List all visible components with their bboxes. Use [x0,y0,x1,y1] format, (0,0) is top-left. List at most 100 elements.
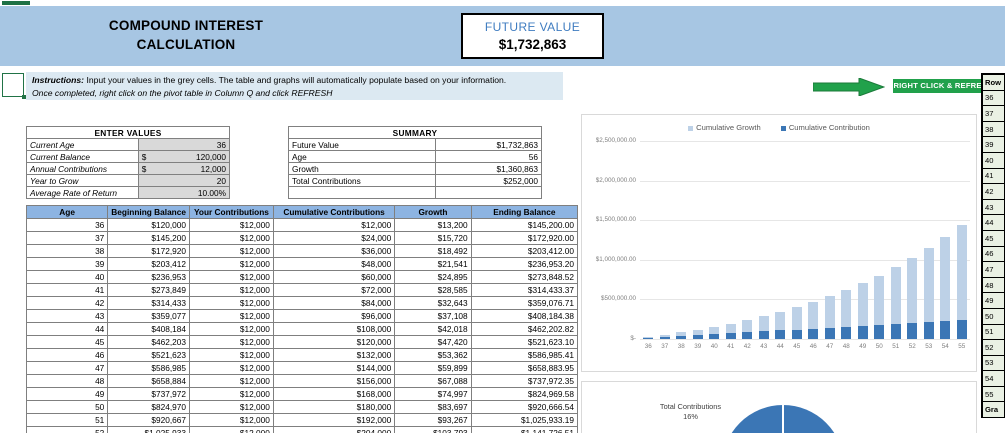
table-row[interactable]: 52 $1,025,933 $12,000 $204,000 $103,793 $1,14… [25,426,579,433]
pivot-row: 55 [982,386,1005,403]
table-cell: $144,000 [272,361,396,375]
bar-segment-cumulative-contribution [742,332,753,339]
chart-bar [808,302,819,339]
pivot-row: 37 [982,105,1005,122]
pivot-row: 36 [982,90,1005,107]
bar-segment-cumulative-contribution [923,321,934,339]
chart-bar [940,236,951,339]
right-click-refresh-button[interactable]: RIGHT CLICK & REFRESH [893,79,993,93]
pivot-row-value: 52 [982,339,1005,356]
enter-values-input[interactable]: 36 [137,138,231,151]
table-row[interactable]: 45 $462,203 $12,000 $120,000 $47,420 $521,623… [25,335,579,349]
summary-table: SUMMARY Future Value $1,732,863 Age 56 G… [287,126,542,199]
cumulative-growth-bar-chart[interactable]: Cumulative Growth Cumulative Contributio… [581,114,977,372]
table-row[interactable]: 38 $172,920 $12,000 $36,000 $18,492 $203,412.… [25,244,579,258]
x-axis-tick-label: 44 [776,343,784,350]
legend-item-cumulative-contribution: Cumulative Contribution [780,123,870,132]
enter-values-input[interactable]: 10.00% [137,186,231,199]
table-cell: 48 [25,374,109,388]
selected-cell[interactable] [2,73,26,99]
pivot-row-value: 42 [982,183,1005,200]
table-row[interactable]: 40 $236,953 $12,000 $60,000 $24,895 $273,848.… [25,270,579,284]
table-row[interactable]: 47 $586,985 $12,000 $144,000 $59,899 $658,883… [25,361,579,375]
pivot-footer-row: Gra [982,401,1005,419]
bar-segment-cumulative-growth [725,323,736,339]
y-axis-tick-label: $2,000,000.00 [595,176,636,184]
table-cell: 50 [25,400,109,414]
table-header-row: Age Beginning Balance Your Contributions Cu… [25,205,579,219]
table-cell: $156,000 [272,374,396,388]
pie-slice-divider [782,405,784,433]
pivot-row: 40 [982,152,1005,169]
enter-values-input[interactable]: 20 [137,174,231,187]
table-row: Current Age 36 [26,138,231,151]
pivot-row: 49 [982,292,1005,309]
instructions-line-2: Once completed, right click on the pivot… [32,87,333,98]
table-row[interactable]: 37 $145,200 $12,000 $24,000 $15,720 $172,920.… [25,231,579,245]
chart-bar [956,224,967,339]
table-cell: $920,667 [107,413,190,427]
enter-values-label: Year to Grow [26,174,139,187]
pivot-row-value: 44 [982,214,1005,231]
pivot-row-value: 55 [982,386,1005,403]
instructions-lead: Instructions: [32,75,85,85]
table-cell: $60,000 [272,270,396,284]
bar-segment-cumulative-growth [824,296,835,339]
y-axis-tick-label: $1,000,000.00 [595,255,636,263]
table-row: Total Contributions $252,000 [287,174,542,187]
pivot-table-column[interactable]: Row 36 37 38 39 40 41 42 43 44 45 46 47 48 49 50 51 52 53… [982,74,1005,419]
currency-symbol: $ [141,163,147,174]
enter-values-header: ENTER VALUES [26,126,230,139]
x-axis-tick-label: 36 [644,343,652,350]
table-cell: $47,420 [394,335,472,349]
x-axis-tick-label: 50 [875,343,883,350]
table-row[interactable]: 41 $273,849 $12,000 $72,000 $28,585 $314,433.… [25,283,579,297]
x-axis-tick-label: 55 [958,343,966,350]
table-row[interactable]: 42 $314,433 $12,000 $84,000 $32,643 $359,076.… [25,296,579,310]
column-header: Cumulative Contributions [272,205,396,219]
enter-values-input[interactable]: $12,000 [137,162,231,175]
table-row[interactable]: 43 $359,077 $12,000 $96,000 $37,108 $408,184.… [25,309,579,323]
pivot-row-value: 51 [982,324,1005,341]
bar-segment-cumulative-contribution [709,334,720,339]
table-row: Future Value $1,732,863 [287,138,542,151]
contribution-vs-growth-pie-chart[interactable]: Total Contributions 16% [581,381,977,433]
table-row[interactable]: 39 $203,412 $12,000 $48,000 $21,541 $236,953.… [25,257,579,271]
table-cell: $12,000 [188,218,274,232]
table-row[interactable]: 48 $658,884 $12,000 $156,000 $67,088 $737,972… [25,374,579,388]
table-row: Annual Contributions $12,000 [26,162,231,175]
table-row[interactable]: 36 $120,000 $12,000 $12,000 $13,200 $145,200.… [25,218,579,232]
pivot-row: 38 [982,121,1005,138]
summary-value: 56 [435,150,542,163]
enter-values-table: ENTER VALUES Current Age 36 Current Bala… [26,126,231,199]
pivot-row: 47 [982,261,1005,278]
table-cell: $462,203 [107,335,190,349]
instructions-band: Instructions: Input your values in the g… [26,72,563,100]
pivot-row: 53 [982,355,1005,372]
pivot-row: 44 [982,214,1005,231]
pivot-row-value: 47 [982,261,1005,278]
chart-gridline [640,141,970,142]
bar-segment-cumulative-contribution [874,324,885,339]
table-cell: $12,000 [188,426,274,433]
amortization-schedule-table: Age Beginning Balance Your Contributions Cu… [25,205,579,433]
table-row[interactable]: 49 $737,972 $12,000 $168,000 $74,997 $824,969… [25,387,579,401]
bar-segment-cumulative-contribution [808,328,819,339]
enter-values-input[interactable]: $120,000 [137,150,231,163]
table-cell: $12,000 [188,348,274,362]
bar-segment-cumulative-contribution [907,322,918,339]
table-cell: 41 [25,283,109,297]
x-axis-tick-label: 42 [743,343,751,350]
table-cell: 39 [25,257,109,271]
enter-values-label: Annual Contributions [26,162,139,175]
table-row[interactable]: 46 $521,623 $12,000 $132,000 $53,362 $586,985… [25,348,579,362]
table-cell: $24,000 [272,231,396,245]
table-row[interactable]: 51 $920,667 $12,000 $192,000 $93,267 $1,025,9… [25,413,579,427]
table-cell: $12,000 [188,231,274,245]
x-axis-tick-label: 38 [677,343,685,350]
summary-value [435,186,542,199]
table-row[interactable]: 44 $408,184 $12,000 $108,000 $42,018 $462,202… [25,322,579,336]
chart-gridline [640,220,970,222]
table-row[interactable]: 50 $824,970 $12,000 $180,000 $83,697 $920,666… [25,400,579,414]
bar-segment-cumulative-growth [643,337,654,339]
